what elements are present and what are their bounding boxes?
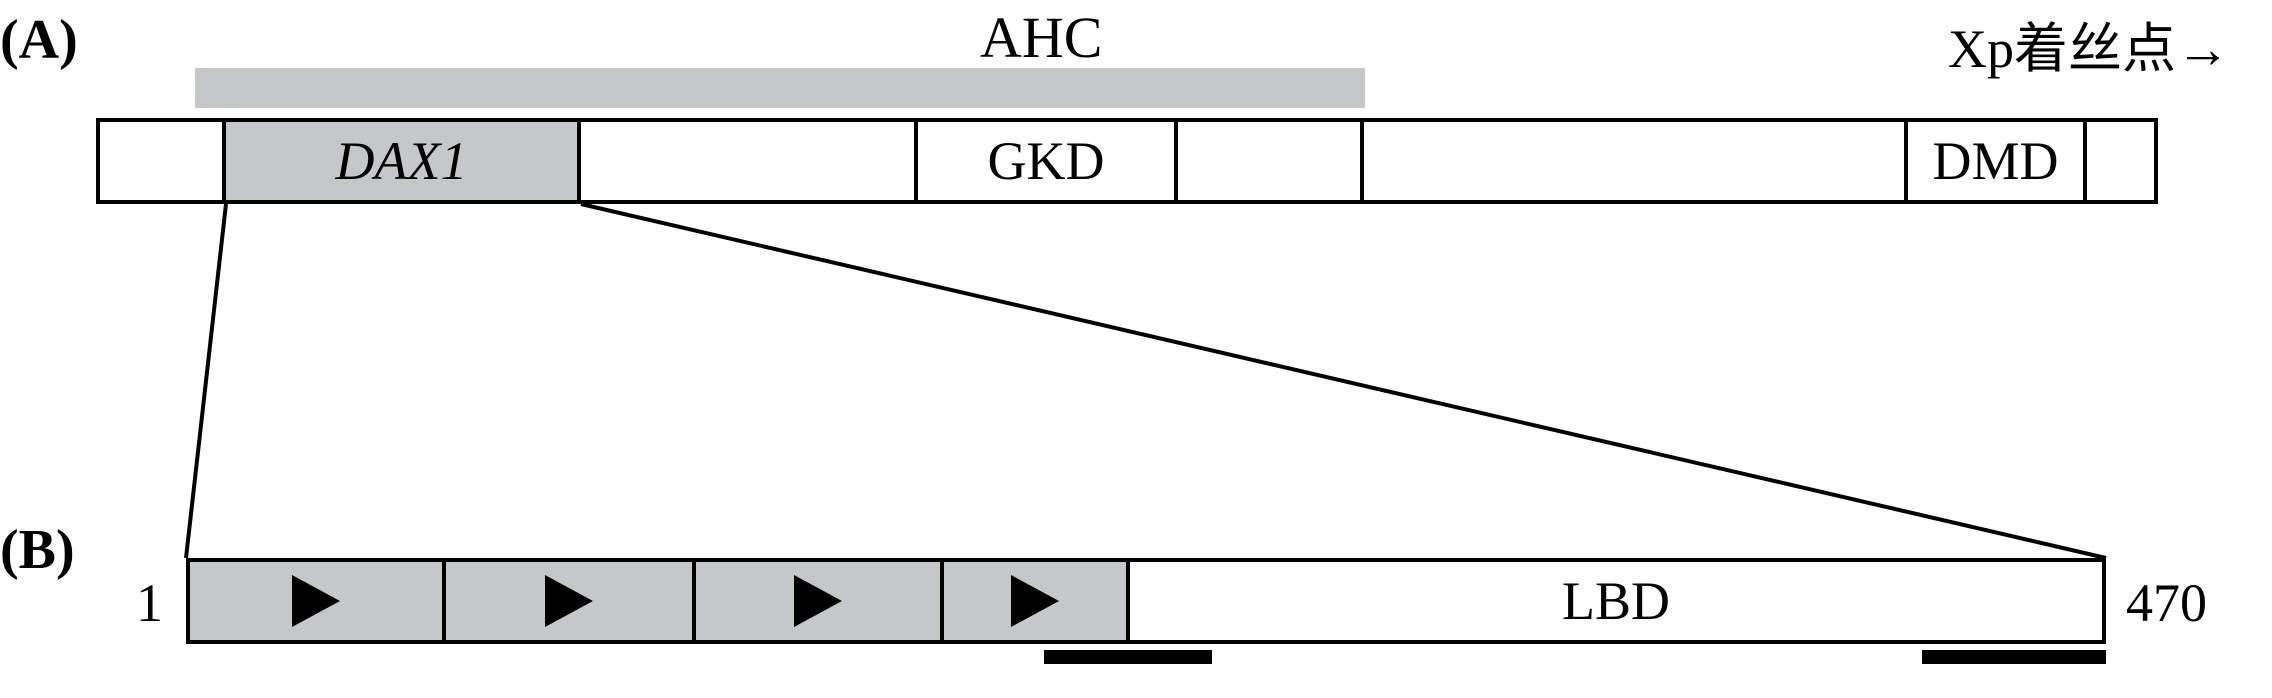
repeat-1-triangle-icon	[292, 575, 340, 627]
repeat-1	[186, 558, 446, 644]
seg-blank-right	[2087, 118, 2158, 204]
underline-1	[1044, 650, 1212, 664]
lbd-label: LBD	[1562, 570, 1670, 632]
panel-b-right-num: 470	[2126, 572, 2207, 634]
seg-spacer3	[1364, 118, 1908, 204]
repeat-4-triangle-icon	[1011, 575, 1059, 627]
seg-dax1: DAX1	[226, 118, 581, 204]
repeat-2	[446, 558, 696, 644]
ahc-bar	[195, 68, 1365, 108]
repeat-4	[944, 558, 1130, 644]
seg-gkd-label: GKD	[988, 130, 1105, 192]
lbd: LBD	[1130, 558, 2106, 644]
ahc-label: AHC	[980, 4, 1102, 71]
underline-2	[1922, 650, 2106, 664]
repeat-3-triangle-icon	[794, 575, 842, 627]
seg-dmd: DMD	[1908, 118, 2087, 204]
seg-blank-left	[96, 118, 226, 204]
repeat-3	[696, 558, 944, 644]
seg-spacer1	[581, 118, 918, 204]
seg-spacer2	[1178, 118, 1364, 204]
panel-b-left-num: 1	[136, 572, 163, 634]
seg-gkd: GKD	[918, 118, 1178, 204]
seg-dax1-label: DAX1	[336, 130, 468, 192]
panel-b-label: (B)	[0, 518, 75, 582]
panel-a-label: (A)	[0, 8, 78, 72]
repeat-2-triangle-icon	[545, 575, 593, 627]
seg-dmd-label: DMD	[1932, 130, 2058, 192]
centromere-label: Xp着丝点→	[1948, 4, 2230, 83]
